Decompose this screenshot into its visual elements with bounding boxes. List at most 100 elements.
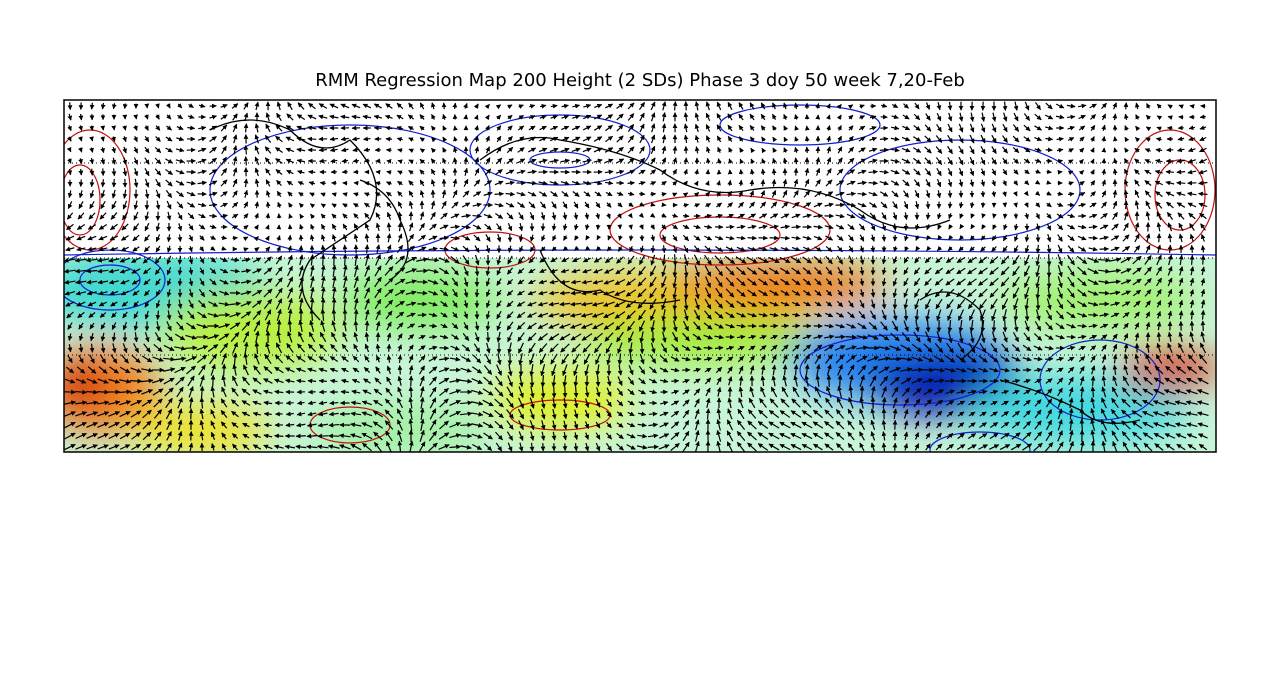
wind-arrow — [1067, 191, 1075, 197]
wind-arrow — [958, 134, 964, 144]
wind-arrow — [869, 114, 877, 120]
wind-arrow — [517, 136, 525, 142]
wind-arrow — [749, 179, 755, 187]
wind-arrow — [1046, 254, 1052, 267]
wind-arrow — [661, 101, 667, 111]
wind-arrow — [1057, 169, 1063, 175]
wind-arrow — [1012, 135, 1020, 143]
wind-arrow — [869, 136, 878, 142]
wind-arrow — [616, 103, 624, 109]
wind-arrow — [738, 113, 744, 121]
wind-arrow — [100, 179, 106, 188]
wind-arrow — [859, 104, 865, 109]
wind-arrow — [1124, 136, 1130, 143]
wind-arrow — [760, 102, 766, 110]
wind-arrow — [772, 136, 778, 143]
wind-arrow — [572, 114, 581, 120]
wind-arrow — [1123, 102, 1129, 110]
wind-arrow — [442, 125, 448, 131]
wind-arrow — [166, 299, 172, 309]
wind-arrow — [1146, 103, 1151, 109]
wind-arrow — [947, 112, 953, 122]
wind-arrow — [276, 213, 282, 219]
wind-arrow — [176, 136, 185, 142]
wind-arrow — [1034, 136, 1042, 142]
wind-arrow — [1078, 125, 1086, 131]
wind-arrow — [716, 124, 722, 132]
wind-arrow — [891, 103, 899, 109]
wind-arrow — [749, 125, 755, 131]
wind-arrow — [540, 375, 546, 388]
wind-arrow — [254, 123, 260, 133]
wind-arrow — [254, 101, 260, 111]
wind-arrow — [221, 235, 228, 241]
wind-arrow — [198, 125, 207, 131]
wind-arrow — [879, 147, 889, 153]
wind-arrow — [1034, 125, 1042, 131]
wind-arrow — [1101, 136, 1107, 142]
wind-arrow — [416, 290, 428, 296]
wind-arrow — [373, 125, 382, 131]
wind-arrow — [431, 137, 437, 143]
wind-arrow — [747, 235, 757, 241]
wind-arrow — [1156, 115, 1163, 121]
wind-arrow — [804, 146, 810, 154]
wind-arrow — [220, 114, 228, 120]
wind-arrow — [496, 114, 502, 120]
wind-arrow — [254, 134, 260, 144]
wind-arrow — [1098, 257, 1111, 263]
wind-arrow — [329, 103, 339, 109]
wind-arrow — [485, 135, 490, 143]
wind-arrow — [419, 137, 426, 143]
wind-arrow — [67, 125, 72, 132]
wind-arrow — [528, 136, 536, 142]
wind-arrow — [221, 363, 227, 376]
wind-arrow — [594, 103, 603, 109]
wind-arrow — [749, 102, 755, 110]
wind-arrow — [320, 244, 326, 253]
wind-arrow — [650, 134, 656, 144]
wind-arrow — [1101, 102, 1107, 110]
wind-arrow — [1046, 169, 1052, 175]
wind-arrow — [815, 103, 820, 109]
wind-arrow — [980, 202, 986, 208]
wind-arrow — [1124, 125, 1129, 131]
wind-arrow — [582, 114, 592, 120]
wind-arrow — [417, 312, 427, 318]
wind-arrow — [1013, 112, 1019, 122]
wind-arrow — [705, 124, 711, 132]
contour — [469, 114, 651, 186]
wind-arrow — [694, 134, 700, 143]
wind-arrow — [307, 114, 317, 120]
wind-arrow — [243, 123, 249, 133]
wind-arrow — [133, 114, 138, 120]
wind-arrow — [837, 374, 843, 387]
wind-arrow — [265, 201, 271, 209]
wind-arrow — [295, 433, 306, 439]
wind-arrow — [783, 102, 788, 110]
wind-arrow — [1176, 169, 1186, 175]
wind-arrow — [100, 102, 106, 110]
wind-arrow — [914, 102, 920, 110]
wind-arrow — [198, 103, 206, 109]
wind-arrow — [605, 114, 613, 120]
wind-arrow — [209, 136, 217, 142]
wind-arrow — [539, 136, 548, 142]
wind-arrow — [705, 101, 711, 111]
wind-arrow — [243, 102, 249, 110]
wind-arrow — [903, 103, 909, 109]
wind-arrow — [340, 136, 349, 142]
wind-arrow — [980, 123, 986, 133]
wind-arrow — [385, 125, 393, 131]
wind-arrow — [463, 157, 469, 165]
wind-arrow — [627, 135, 635, 143]
wind-arrow — [859, 385, 865, 398]
wind-arrow — [783, 136, 789, 143]
wind-arrow — [144, 146, 150, 154]
wind-arrow — [859, 115, 865, 120]
wind-arrow — [835, 202, 845, 208]
wind-arrow — [868, 180, 878, 186]
wind-arrow — [1123, 113, 1129, 120]
blob — [310, 405, 490, 452]
